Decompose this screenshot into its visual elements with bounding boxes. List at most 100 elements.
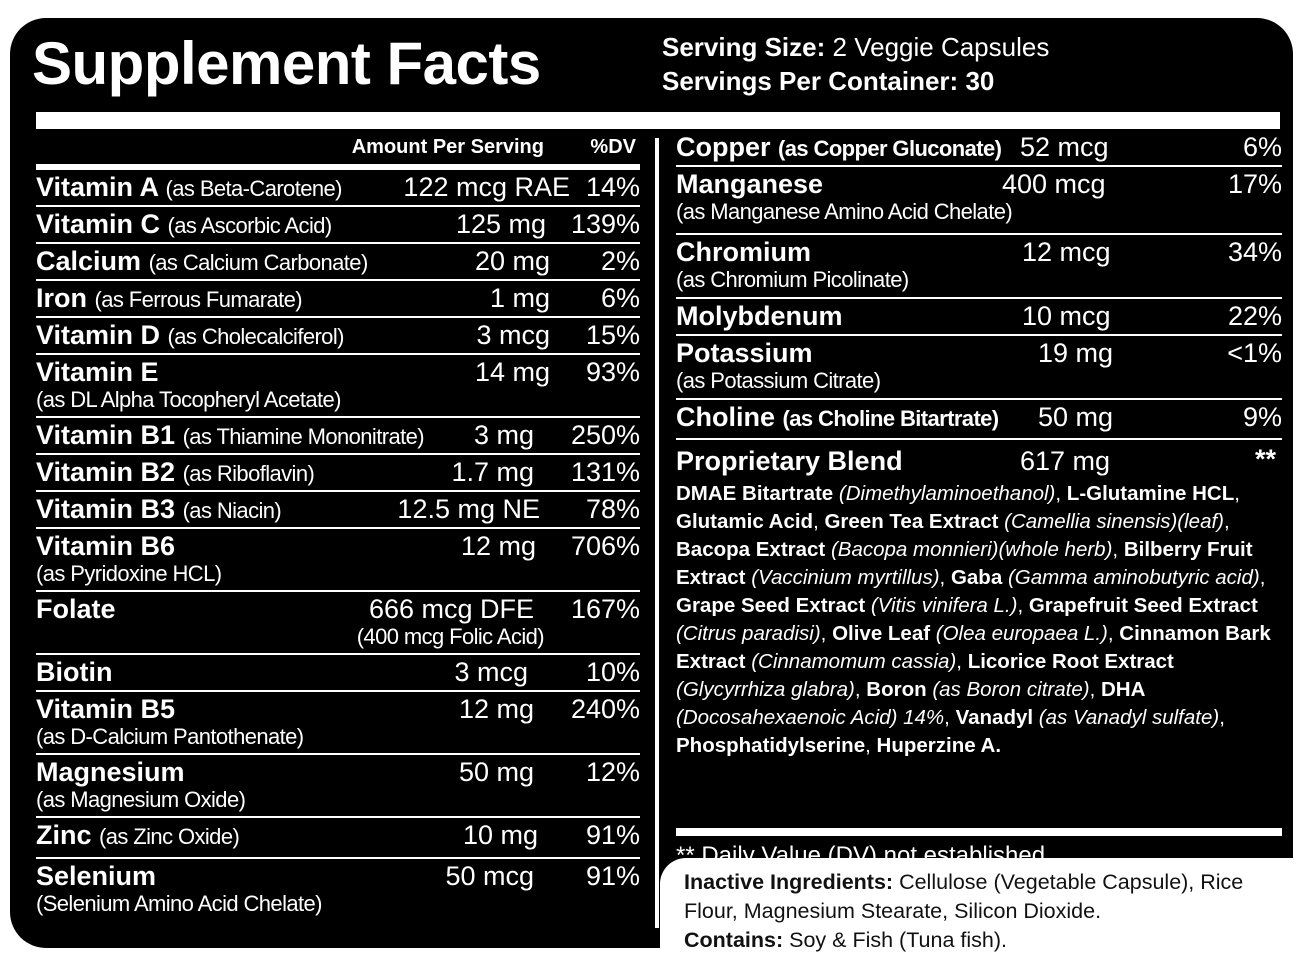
nutrient-amount: 10 mcg bbox=[1022, 301, 1111, 331]
nutrient-amount: 3 mcg bbox=[476, 320, 550, 350]
servings-per-container-label: Servings Per Container: bbox=[662, 66, 959, 96]
servings-per-container-value: 30 bbox=[965, 66, 995, 96]
header-divider bbox=[36, 112, 1280, 129]
nutrient-row: Folate 666 mcg DFE (400 mcg Folic Acid) 167… bbox=[36, 592, 640, 655]
nutrient-dv: 2% bbox=[600, 246, 640, 276]
nutrient-row: Molybdenum 10 mcg 22% bbox=[676, 299, 1282, 336]
nutrient-dv: 167% bbox=[570, 594, 640, 624]
supplement-facts-panel: Supplement Facts Serving Size: 2 Veggie … bbox=[10, 18, 1293, 948]
nutrient-dv: 91% bbox=[585, 820, 640, 850]
nutrient-source: (as Riboflavin) bbox=[182, 461, 315, 486]
nutrient-amount: 50 mg bbox=[458, 757, 534, 787]
nutrient-name: Chromium bbox=[676, 237, 811, 267]
inactive-label: Inactive Ingredients: bbox=[684, 870, 894, 894]
nutrient-name: Magnesium bbox=[36, 757, 185, 787]
blend-ingredient-name: Boron bbox=[866, 678, 927, 701]
blend-ingredient-name: Phosphatidylserine bbox=[676, 734, 866, 757]
nutrient-row: Vitamin E (as DL Alpha Tocopheryl Acetate… bbox=[36, 355, 640, 418]
nutrient-source: (Selenium Amino Acid Chelate) bbox=[36, 891, 322, 916]
nutrient-amount: 125 mg bbox=[455, 209, 546, 239]
proprietary-blend-row: Proprietary Blend 617 mg ** DMAE Bitartr… bbox=[676, 440, 1282, 840]
nutrient-source: (as DL Alpha Tocopheryl Acetate) bbox=[36, 387, 341, 412]
blend-ingredient-name: Vanadyl bbox=[955, 706, 1034, 729]
nutrient-name: Selenium bbox=[36, 861, 157, 891]
nutrient-name: Molybdenum bbox=[676, 301, 843, 331]
nutrient-row: Biotin 3 mcg 10% bbox=[36, 655, 640, 692]
blend-ingredient-detail: (as Vanadyl sulfate) bbox=[1038, 706, 1220, 729]
nutrient-row: Calcium (as Calcium Carbonate) 20 mg 2% bbox=[36, 244, 640, 281]
blend-ingredient-name: Cinnamon Bark Extract bbox=[676, 622, 1271, 673]
blend-ingredient-detail: (Camellia sinensis)(leaf) bbox=[1004, 510, 1225, 533]
inactive-ingredients: Inactive Ingredients: Cellulose (Vegetab… bbox=[684, 868, 1300, 926]
nutrient-dv: 93% bbox=[585, 357, 640, 387]
nutrient-amount: 50 mg bbox=[1038, 402, 1114, 432]
blend-ingredient-detail: (Cinnamomum cassia) bbox=[751, 650, 957, 673]
nutrient-dv: 139% bbox=[570, 209, 640, 239]
contains-label: Contains: bbox=[684, 928, 784, 952]
nutrient-amount: 12 mcg bbox=[1022, 237, 1111, 267]
blend-ingredient-detail: (Vaccinium myrtillus) bbox=[751, 566, 940, 589]
blend-ingredient-detail: (Bacopa monnieri)(whole herb) bbox=[830, 538, 1113, 561]
nutrient-row: Vitamin B3 (as Niacin) 12.5 mg NE 78% bbox=[36, 492, 640, 529]
nutrient-dv: 250% bbox=[570, 420, 640, 450]
nutrient-source: (as D-Calcium Pantothenate) bbox=[36, 724, 304, 749]
contains-line: Contains: Soy & Fish (Tuna fish). bbox=[684, 926, 1300, 955]
nutrient-amount: 3 mg bbox=[473, 420, 534, 450]
nutrient-dv: 9% bbox=[1242, 402, 1282, 432]
footnote-divider bbox=[676, 828, 1282, 836]
nutrient-amount: 12 mg bbox=[460, 531, 536, 561]
nutrient-source: (as Ascorbic Acid) bbox=[167, 213, 333, 238]
nutrient-source: (as Cholecalciferol) bbox=[167, 324, 345, 349]
blend-ingredient-detail: (Citrus paradisi) bbox=[676, 622, 821, 645]
blend-ingredient-detail: (Glycyrrhiza glabra) bbox=[676, 678, 855, 701]
nutrient-name: Potassium bbox=[676, 338, 813, 368]
nutrient-dv: 240% bbox=[570, 694, 640, 724]
nutrient-name: Biotin bbox=[36, 657, 113, 687]
nutrient-name: Vitamin B3 (as Niacin) bbox=[36, 494, 282, 524]
nutrient-row: Vitamin B2 (as Riboflavin) 1.7 mg 131% bbox=[36, 455, 640, 492]
nutrient-amount: 666 mcg DFE bbox=[368, 594, 534, 624]
blend-ingredient-detail: (Vitis vinifera L.) bbox=[870, 594, 1018, 617]
nutrient-name: Iron (as Ferrous Fumarate) bbox=[36, 283, 303, 313]
nutrient-name: Vitamin D (as Cholecalciferol) bbox=[36, 320, 345, 350]
nutrient-amount: 14 mg bbox=[474, 357, 550, 387]
blend-ingredient-name: Grape Seed Extract bbox=[676, 594, 866, 617]
nutrient-row: Vitamin B6 (as Pyridoxine HCL) 12 mg 706% bbox=[36, 529, 640, 592]
inactive-ingredients-box: Inactive Ingredients: Cellulose (Vegetab… bbox=[660, 858, 1300, 964]
servings-per-container-line: Servings Per Container: 30 bbox=[662, 64, 1049, 98]
nutrient-dv: 6% bbox=[1242, 132, 1282, 162]
nutrient-row: Vitamin A (as Beta-Carotene) 122 mcg RAE 1… bbox=[36, 170, 640, 207]
nutrient-source: (as Pyridoxine HCL) bbox=[36, 561, 222, 586]
nutrient-row: Zinc (as Zinc Oxide) 10 mg 91% bbox=[36, 818, 640, 859]
nutrient-dv: 14% bbox=[585, 172, 640, 202]
nutrient-row: Selenium (Selenium Amino Acid Chelate) 50 … bbox=[36, 859, 640, 919]
right-rows: Copper (as Copper Gluconate) 52 mcg 6% Mang… bbox=[676, 130, 1282, 440]
nutrient-amount: 122 mcg RAE bbox=[403, 172, 570, 202]
nutrient-amount: 50 mcg bbox=[445, 861, 534, 891]
blend-ingredient-name: Olive Leaf bbox=[832, 622, 931, 645]
nutrient-dv: 10% bbox=[585, 657, 640, 687]
nutrient-row: Iron (as Ferrous Fumarate) 1 mg 6% bbox=[36, 281, 640, 318]
nutrient-dv: 34% bbox=[1227, 237, 1282, 267]
contains-text: Soy & Fish (Tuna fish). bbox=[789, 928, 1007, 952]
nutrient-source: (as Choline Bitartrate) bbox=[782, 406, 1000, 431]
nutrient-dv: 22% bbox=[1227, 301, 1282, 331]
serving-size-line: Serving Size: 2 Veggie Capsules bbox=[662, 30, 1049, 64]
nutrient-row: Magnesium (as Magnesium Oxide) 50 mg 12% bbox=[36, 755, 640, 818]
blend-ingredient-name: Licorice Root Extract bbox=[967, 650, 1174, 673]
blend-ingredient-name: DMAE Bitartrate bbox=[676, 482, 834, 505]
left-table-header: Amount Per Serving %DV bbox=[36, 130, 640, 170]
blend-ingredient-name: Bacopa Extract bbox=[676, 538, 826, 561]
blend-ingredient-name: Glutamic Acid bbox=[676, 510, 814, 533]
blend-ingredient-name: Grapefruit Seed Extract bbox=[1028, 594, 1258, 617]
nutrient-name: Zinc (as Zinc Oxide) bbox=[36, 820, 240, 850]
nutrient-row: Choline (as Choline Bitartrate) 50 mg 9% bbox=[676, 400, 1282, 440]
nutrient-name: Manganese bbox=[676, 169, 824, 199]
blend-ingredient-detail: (Gamma aminobutyric acid) bbox=[1007, 566, 1260, 589]
nutrient-row: Potassium (as Potassium Citrate) 19 mg <1% bbox=[676, 336, 1282, 400]
nutrient-dv: 131% bbox=[570, 457, 640, 487]
nutrient-row: Manganese (as Manganese Amino Acid Chelat… bbox=[676, 167, 1282, 235]
nutrient-row: Vitamin B5 (as D-Calcium Pantothenate) 12 … bbox=[36, 692, 640, 755]
nutrient-amount: 12 mg bbox=[458, 694, 534, 724]
dv-header: %DV bbox=[590, 136, 636, 158]
